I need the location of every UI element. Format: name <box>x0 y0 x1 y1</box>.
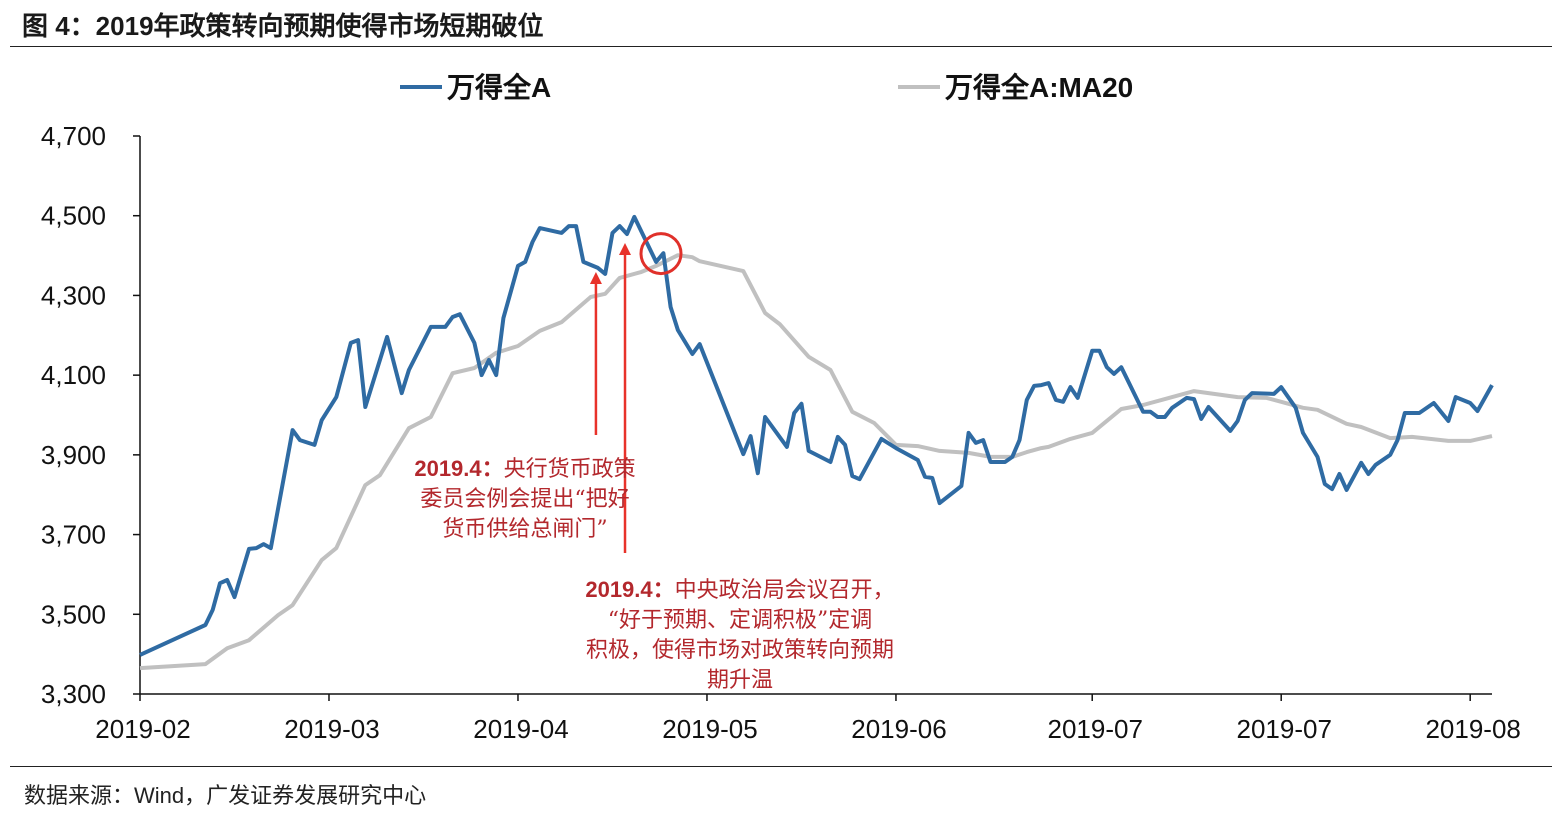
y-tick-label: 3,500 <box>41 599 106 629</box>
y-tick-label: 3,700 <box>41 520 106 550</box>
top-rule <box>10 46 1552 47</box>
x-tick-label: 2019-03 <box>284 714 379 744</box>
y-tick-label: 4,100 <box>41 360 106 390</box>
y-tick-label: 3,900 <box>41 440 106 470</box>
x-tick-label: 2019-07 <box>1048 714 1143 744</box>
source-note: 数据来源：Wind，广发证券发展研究中心 <box>24 783 427 808</box>
annotation-text: 委员会例会提出“把好 <box>420 487 629 512</box>
y-tick-label: 4,700 <box>41 121 106 151</box>
arrow-head <box>619 243 632 255</box>
y-tick-label: 4,500 <box>41 201 106 231</box>
annotation-date: 2019.4： <box>414 456 503 481</box>
annotation-line: “好于预期、定调积极”定调 <box>608 608 873 633</box>
annotation-date: 2019.4： <box>585 577 674 602</box>
annotation-line: 委员会例会提出“把好 <box>420 487 629 512</box>
x-tick-label: 2019-04 <box>473 714 568 744</box>
x-tick-label: 2019-08 <box>1425 714 1520 744</box>
annotation-line: 2019.4：中央政治局会议召开， <box>585 577 894 603</box>
annotation-line: 期升温 <box>707 668 773 693</box>
highlight-circle <box>639 232 683 276</box>
annotation-text: “好于预期、定调积极”定调 <box>608 608 873 633</box>
annotation-text: 货币供给总闸门” <box>442 517 607 542</box>
annotation-line: 货币供给总闸门” <box>442 517 607 542</box>
annotation-text: 央行货币政策 <box>504 457 636 482</box>
legend-label: 万得全A:MA20 <box>945 71 1133 103</box>
x-tick-label: 2019-06 <box>851 714 946 744</box>
annotation-text: 积极，使得市场对政策转向预期 <box>586 638 894 663</box>
bottom-rule <box>10 766 1552 767</box>
x-tick-label: 2019-02 <box>95 714 190 744</box>
annotation-line: 2019.4：央行货币政策 <box>414 456 635 482</box>
x-tick-label: 2019-07 <box>1236 714 1331 744</box>
annotation-line: 积极，使得市场对政策转向预期 <box>586 638 894 663</box>
figure-title: 图 4：2019年政策转向预期使得市场短期破位 <box>22 11 544 41</box>
annotation-text: 中央政治局会议召开， <box>675 578 895 603</box>
x-tick-label: 2019-05 <box>662 714 757 744</box>
series-line-wind-a <box>139 214 1494 657</box>
annotation-text: 期升温 <box>707 668 773 693</box>
y-tick-label: 3,300 <box>41 679 106 709</box>
arrow-head <box>589 272 602 284</box>
legend-label: 万得全A <box>447 71 551 103</box>
y-tick-label: 4,300 <box>41 280 106 310</box>
series-line-ma20 <box>139 253 1493 671</box>
